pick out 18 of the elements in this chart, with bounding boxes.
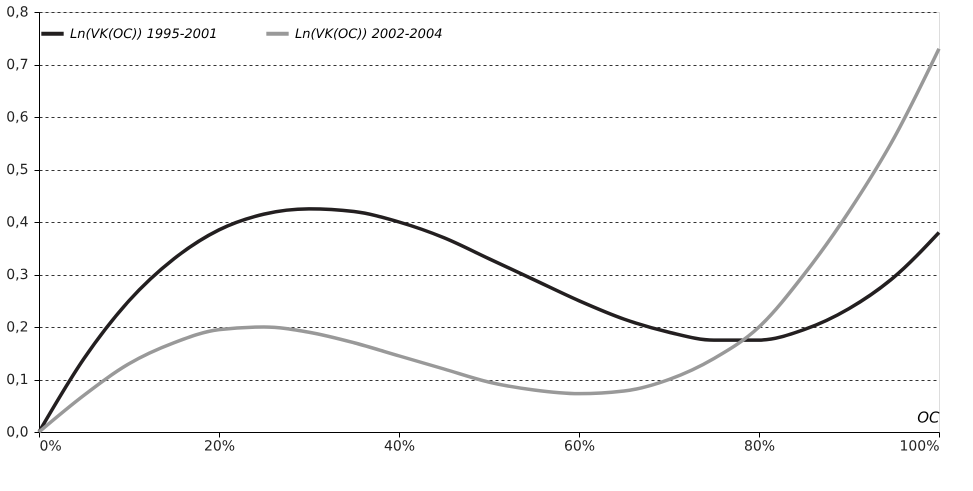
x-tick-label: 20% bbox=[204, 438, 236, 454]
y-tick-label: 0,2 bbox=[6, 320, 28, 336]
y-tick-label: 0,4 bbox=[6, 214, 29, 230]
y-tick-label: 0,8 bbox=[6, 4, 28, 20]
y-tick-label: 0,3 bbox=[6, 267, 28, 283]
y-tick-label: 0,7 bbox=[6, 57, 28, 73]
legend-label: Ln(VK(OC)) 2002-2004 bbox=[295, 26, 442, 42]
x-tick-label: 100% bbox=[899, 438, 940, 454]
y-tick-label: 0,1 bbox=[6, 372, 28, 388]
x-tick-label: 0% bbox=[40, 438, 62, 454]
y-tick-label: 0,6 bbox=[6, 110, 29, 126]
y-tick-label: 0,5 bbox=[6, 162, 28, 178]
x-tick-label: 40% bbox=[384, 438, 416, 454]
legend-label: Ln(VK(OC)) 1995-2001 bbox=[70, 26, 218, 42]
y-tick-label: 0,0 bbox=[6, 424, 28, 440]
x-axis-title: OC bbox=[917, 408, 940, 426]
x-tick-label: 60% bbox=[564, 438, 596, 454]
x-tick-label: 80% bbox=[744, 438, 776, 454]
